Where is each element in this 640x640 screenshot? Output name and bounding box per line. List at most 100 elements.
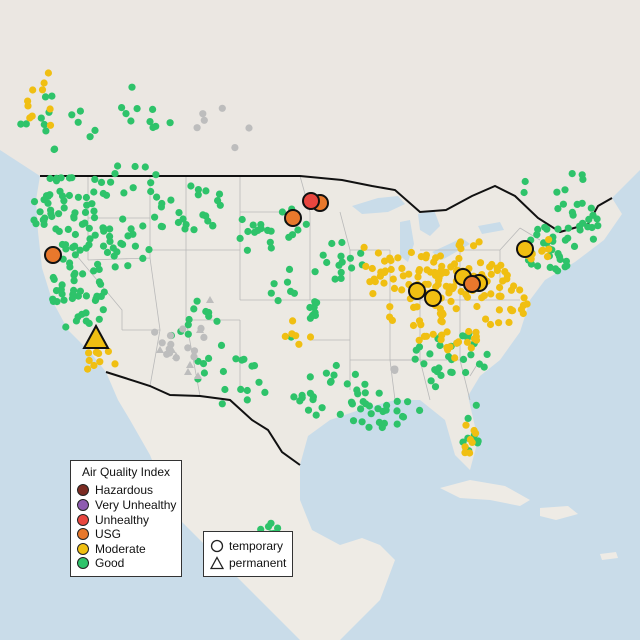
- permanent-monitor-no-data: [186, 361, 194, 368]
- good-station: [95, 278, 103, 286]
- moderate-station: [443, 343, 451, 352]
- good-station: [185, 315, 193, 324]
- good-station: [309, 396, 317, 404]
- good-station: [190, 226, 198, 234]
- good-station: [467, 351, 475, 359]
- good-station: [36, 208, 44, 216]
- legend-item-permanent: permanent: [210, 556, 286, 570]
- good-station: [248, 362, 256, 370]
- moderate-station: [543, 253, 552, 261]
- good-station: [312, 411, 320, 419]
- good-station: [587, 204, 595, 212]
- moderate-station: [495, 292, 503, 300]
- good-station: [255, 378, 263, 386]
- good-station: [47, 210, 55, 218]
- good-station: [267, 519, 275, 527]
- good-station: [43, 192, 51, 200]
- usg-swatch-icon: [77, 528, 89, 540]
- moderate-station: [445, 289, 453, 297]
- good-station: [55, 227, 63, 235]
- moderate-station: [306, 333, 315, 341]
- good-station: [55, 210, 63, 218]
- moderate-station: [417, 321, 425, 329]
- good-station: [117, 239, 125, 247]
- good-station: [564, 224, 572, 232]
- good-station: [238, 356, 246, 364]
- aqi-legend: Air Quality Index Hazardous Very Unhealt…: [70, 460, 182, 577]
- good-station: [99, 242, 108, 250]
- moderate-station: [295, 340, 303, 348]
- good-station: [238, 215, 246, 224]
- moderate-station: [386, 303, 394, 311]
- moderate-station: [26, 114, 34, 122]
- moderate-station: [292, 332, 300, 340]
- good-station: [71, 242, 79, 250]
- no-data-station: [166, 332, 175, 340]
- good-station: [44, 199, 52, 207]
- good-station: [202, 187, 210, 195]
- moderate-station: [390, 284, 399, 292]
- moderate-station: [409, 321, 418, 330]
- good-station: [147, 179, 155, 187]
- moderate-station: [432, 269, 440, 277]
- good-station: [69, 290, 77, 299]
- permanent-monitor-no-data: [172, 352, 180, 359]
- very-unhealthy-swatch-icon: [77, 499, 89, 511]
- good-station: [348, 400, 356, 408]
- good-station: [157, 203, 165, 211]
- moderate-station: [414, 273, 422, 281]
- good-station: [311, 311, 319, 319]
- good-station: [427, 377, 435, 385]
- moderate-station: [517, 305, 526, 314]
- good-station: [357, 405, 365, 413]
- good-station: [534, 225, 542, 233]
- good-station: [70, 277, 78, 285]
- moderate-station: [437, 336, 445, 344]
- good-station: [327, 377, 335, 385]
- moderate-station: [538, 247, 546, 255]
- moderate-station: [104, 347, 112, 355]
- good-station: [46, 174, 54, 183]
- no-data-station: [193, 124, 201, 132]
- good-station: [209, 221, 217, 230]
- legend-item-usg: USG: [77, 527, 121, 541]
- moderate-station: [93, 348, 101, 356]
- good-station: [311, 268, 319, 276]
- good-station: [41, 93, 50, 101]
- no-data-station: [245, 124, 253, 132]
- temporary-monitor-usg: [44, 246, 62, 264]
- good-station: [521, 177, 529, 186]
- good-station: [294, 226, 302, 234]
- good-station: [243, 386, 251, 395]
- moderate-station: [387, 265, 395, 274]
- good-station: [267, 244, 275, 252]
- good-station: [568, 170, 576, 178]
- good-station: [97, 178, 106, 186]
- good-station: [205, 354, 213, 362]
- moderate-station: [545, 236, 553, 244]
- good-station: [74, 193, 82, 201]
- good-station: [285, 233, 293, 241]
- good-station: [382, 406, 390, 414]
- permanent-monitor-no-data: [206, 296, 214, 303]
- temporary-monitor-unhealthy: [302, 192, 320, 210]
- good-station: [149, 105, 157, 113]
- good-station: [174, 218, 182, 227]
- moderate-station: [389, 275, 397, 283]
- moderate-station: [462, 291, 470, 299]
- good-station: [393, 420, 401, 428]
- good-station: [95, 315, 103, 323]
- good-station: [285, 265, 294, 273]
- good-station: [323, 258, 331, 267]
- no-data-station: [200, 116, 208, 124]
- good-station: [187, 182, 195, 190]
- moderate-station: [545, 245, 553, 253]
- good-station: [375, 418, 383, 426]
- good-station: [199, 211, 207, 219]
- good-station: [114, 162, 122, 170]
- good-station: [146, 118, 154, 126]
- legend-item-good: Good: [77, 556, 124, 570]
- good-station: [480, 363, 488, 371]
- good-station: [267, 227, 275, 235]
- good-station: [254, 226, 262, 234]
